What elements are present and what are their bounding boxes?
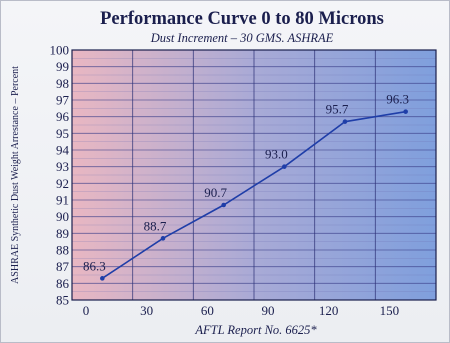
data-label: 95.7 <box>326 102 349 117</box>
series-group: 86.3 88.7 90.7 93.0 95.7 96.3 <box>83 92 409 281</box>
chart-subtitle: Dust Increment – 30 GMS. ASHRAE <box>150 31 334 45</box>
x-tick-label: 30 <box>140 303 153 318</box>
plot-border <box>71 49 437 301</box>
x-tick-label: 120 <box>319 303 339 318</box>
y-tick-label: 98 <box>56 76 69 91</box>
y-tick-label: 99 <box>56 59 69 74</box>
x-tick-label: 150 <box>380 303 400 318</box>
data-point <box>282 164 287 169</box>
x-axis-ticks: 0 30 60 90 120 150 <box>83 303 399 318</box>
data-point <box>403 109 408 114</box>
y-tick-label: 97 <box>56 93 70 108</box>
data-label: 96.3 <box>386 92 409 107</box>
y-tick-label: 95 <box>56 126 69 141</box>
y-axis-label: ASHRAE Synthetic Dust Weight Arrestance … <box>10 66 21 284</box>
x-tick-label: 0 <box>83 303 90 318</box>
y-tick-label: 88 <box>56 243 69 258</box>
data-point <box>221 202 226 208</box>
x-tick-label: 60 <box>201 303 214 318</box>
data-point <box>342 119 348 124</box>
y-tick-label: 86 <box>56 276 70 291</box>
chart-title: Performance Curve 0 to 80 Microns <box>100 9 384 29</box>
y-tick-label: 89 <box>56 226 69 241</box>
data-label: 88.7 <box>144 218 167 233</box>
data-label: 86.3 <box>83 258 106 273</box>
x-axis-label: AFTL Report No. 6625* <box>194 323 317 337</box>
data-label: 90.7 <box>204 185 227 200</box>
series-line <box>101 110 406 280</box>
y-tick-label: 92 <box>56 176 69 191</box>
y-tick-label: 87 <box>56 259 70 274</box>
y-tick-label: 94 <box>56 143 70 158</box>
data-label: 93.0 <box>265 147 288 162</box>
data-point <box>160 236 166 241</box>
y-tick-label: 85 <box>56 293 69 308</box>
y-tick-label: 90 <box>56 209 69 224</box>
data-point <box>100 276 105 281</box>
x-tick-label: 90 <box>262 303 275 318</box>
y-tick-label: 91 <box>56 193 69 208</box>
y-tick-label: 93 <box>56 159 69 174</box>
y-tick-label: 96 <box>56 109 70 124</box>
y-tick-label: 100 <box>50 43 70 58</box>
